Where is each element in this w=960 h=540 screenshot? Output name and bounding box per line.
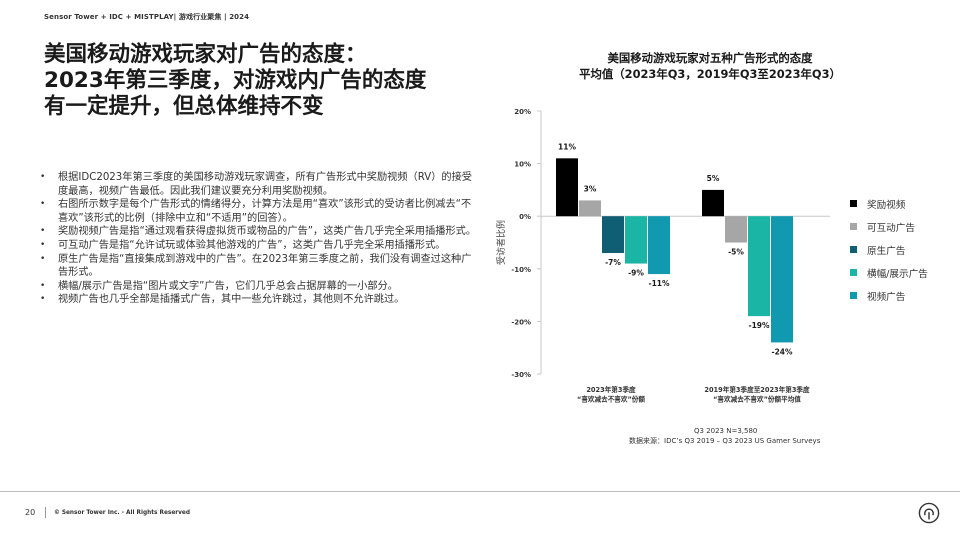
y-tick-label: 20% (514, 108, 531, 116)
legend-swatch (850, 292, 857, 299)
legend-label: 可互动广告 (867, 222, 915, 234)
data-label: -9% (628, 269, 644, 278)
legend-label: 奖励视频 (867, 199, 906, 211)
data-label: -5% (728, 248, 744, 257)
chart-title: 美国移动游戏玩家对五种广告形式的态度 平均值（2023年Q3，2019年Q3至2… (560, 50, 860, 82)
legend-item: 视频广告 (850, 288, 928, 303)
bullet-item: 奖励视频广告是指“通过观看获得虚拟货币或物品的广告”，这类广告几乎完全采用插播形… (40, 225, 480, 239)
data-label: 5% (707, 174, 720, 183)
chart-title-line: 美国移动游戏玩家对五种广告形式的态度 (607, 51, 813, 65)
legend-label: 横幅/展示广告 (867, 268, 928, 280)
y-tick-label: -10% (511, 266, 531, 274)
page-title-line: 有一定提升，但总体维持不变 (44, 94, 324, 119)
x-category-label: “喜欢减去不喜欢”份额平均值 (713, 395, 801, 404)
data-label: -11% (648, 279, 670, 288)
data-label: 11% (558, 142, 576, 151)
legend-label: 视频广告 (867, 291, 906, 303)
x-category-label: 2023年第3季度 (586, 385, 636, 394)
footer-separator (45, 507, 46, 518)
bar (771, 216, 793, 343)
data-source-note: 数据来源：IDC’s Q3 2019 – Q3 2023 US Gamer Su… (629, 436, 821, 445)
legend-label: 原生广告 (867, 245, 906, 257)
legend-item: 横幅/展示广告 (850, 265, 928, 280)
bullet-item: 视频广告也几乎全部是插播式广告，其中一些允许跳过，其他则不允许跳过。 (40, 293, 480, 307)
chart-subtitle-line: 平均值（2023年Q3，2019年Q3至2023年Q3） (579, 67, 841, 81)
sample-size-note: Q3 2023 N=3,580 (694, 427, 758, 435)
bullet-item: 原生广告是指“直接集成到游戏中的广告”。在2023年第三季度之前，我们没有调查过… (40, 253, 480, 280)
bar (748, 216, 770, 317)
data-label: -24% (771, 347, 793, 356)
legend-item: 原生广告 (850, 242, 928, 257)
data-label: -19% (748, 321, 770, 330)
data-label: 3% (584, 184, 597, 193)
bullet-item: 右图所示数字是每个广告形式的情绪得分，计算方法是用“喜欢”该形式的受访者比例减去… (40, 198, 480, 225)
x-category-label: 2019年第3季度至2023年第3季度 (704, 385, 810, 394)
legend-swatch (850, 246, 857, 253)
y-tick-label: -30% (511, 371, 531, 379)
copyright-text: © Sensor Tower Inc. - All Rights Reserve… (54, 510, 190, 516)
page-title: 美国移动游戏玩家对广告的态度： 2023年第三季度，对游戏内广告的态度 有一定提… (44, 42, 484, 120)
legend-item: 奖励视频 (850, 196, 928, 211)
bullet-item: 根据IDC2023年第三季度的美国移动游戏玩家调查，所有广告形式中奖励视频（RV… (40, 171, 480, 198)
chart-source-note: Q3 2023 N=3,580 数据来源：IDC’s Q3 2019 – Q3 … (560, 427, 880, 446)
report-header: Sensor Tower + IDC + MISTPLAY| 游戏行业聚焦 | … (44, 13, 250, 21)
y-axis-label: 受访者比例 (495, 220, 507, 265)
sensor-tower-logo-icon (918, 502, 940, 524)
bar (579, 200, 601, 217)
bar (602, 216, 624, 254)
x-category-label: “喜欢减去不喜欢”份额 (577, 395, 645, 404)
bar (702, 189, 724, 217)
bar (625, 216, 647, 264)
legend-swatch (850, 200, 857, 207)
page-number: 20 (25, 508, 36, 517)
bar (648, 216, 670, 275)
y-tick-label: 0% (519, 213, 531, 221)
legend-item: 可互动广告 (850, 219, 928, 234)
footer-divider (0, 491, 960, 492)
legend-swatch (850, 269, 857, 276)
y-tick-label: 10% (514, 161, 531, 169)
bullet-item: 横幅/展示广告是指“图片或文字”广告，它们几乎总会占据屏幕的一小部分。 (40, 280, 480, 294)
bar (556, 158, 578, 217)
bullet-list: 根据IDC2023年第三季度的美国移动游戏玩家调查，所有广告形式中奖励视频（RV… (40, 171, 480, 307)
page-title-line: 2023年第三季度，对游戏内广告的态度 (44, 68, 427, 93)
bullet-item: 可互动广告是指“允许试玩或体验其他游戏的广告”，这类广告几乎完全采用插播形式。 (40, 239, 480, 253)
page-title-line: 美国移动游戏玩家对广告的态度： (44, 42, 367, 67)
data-label: -7% (605, 258, 621, 267)
y-tick-label: -20% (511, 318, 531, 326)
legend-swatch (850, 223, 857, 230)
chart-legend: 奖励视频 可互动广告 原生广告 横幅/展示广告 视频广告 (850, 196, 928, 311)
bar (725, 216, 747, 243)
